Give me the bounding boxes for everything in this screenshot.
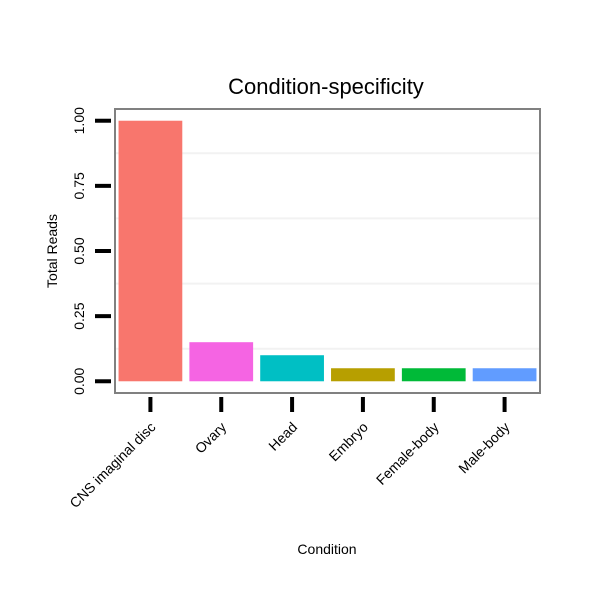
bar-female-body [401, 368, 466, 382]
x-tick-label: Head [265, 419, 300, 454]
bar-ovary [189, 342, 254, 382]
bars [118, 120, 537, 382]
x-tick-label: Ovary [192, 419, 230, 457]
x-axis-label: Condition [297, 541, 356, 557]
plot-background [115, 109, 540, 393]
y-tick-label: 1.00 [71, 107, 87, 134]
y-tick-label: 0.75 [71, 172, 87, 199]
x-axis: CNS imaginal disc Ovary Head Embryo Female-b… [66, 397, 513, 511]
bar-male-body [472, 368, 537, 382]
y-tick-label: 0.00 [71, 367, 87, 394]
x-tick-label: Female-body [373, 419, 442, 488]
bar-embryo [331, 368, 395, 382]
bar-cns-imaginal-disc [118, 120, 183, 382]
y-tick-label: 0.25 [71, 302, 87, 329]
gridlines [115, 152, 540, 350]
y-axis-label: Total Reads [44, 214, 60, 288]
x-tick-label: Embryo [326, 419, 372, 465]
x-tick-label: CNS imaginal disc [66, 419, 158, 511]
bar-head [260, 355, 324, 382]
chart-title: Condition-specificity [228, 74, 424, 99]
y-axis: 0.00 0.25 0.50 0.75 1.00 [71, 107, 111, 395]
x-tick-label: Male-body [455, 419, 513, 477]
plot-border [114, 108, 541, 394]
y-tick-label: 0.50 [71, 237, 87, 264]
